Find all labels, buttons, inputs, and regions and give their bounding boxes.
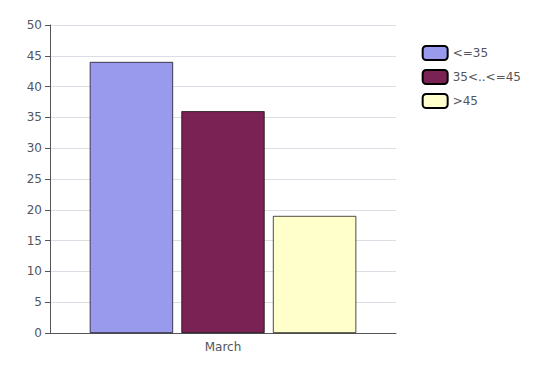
svg-text:10: 10	[27, 264, 42, 278]
svg-text:25: 25	[27, 172, 42, 186]
svg-text:>45: >45	[453, 94, 478, 108]
svg-text:35: 35	[27, 110, 42, 124]
svg-text:35<..<=45: 35<..<=45	[453, 70, 521, 84]
svg-text:5: 5	[34, 295, 42, 309]
svg-text:45: 45	[27, 49, 42, 63]
svg-text:30: 30	[27, 141, 42, 155]
svg-text:40: 40	[27, 80, 42, 94]
svg-text:March: March	[205, 340, 242, 354]
svg-text:50: 50	[27, 18, 42, 32]
svg-text:<=35: <=35	[453, 46, 488, 60]
svg-text:0: 0	[34, 326, 42, 340]
svg-text:15: 15	[27, 234, 42, 248]
svg-text:20: 20	[27, 203, 42, 217]
